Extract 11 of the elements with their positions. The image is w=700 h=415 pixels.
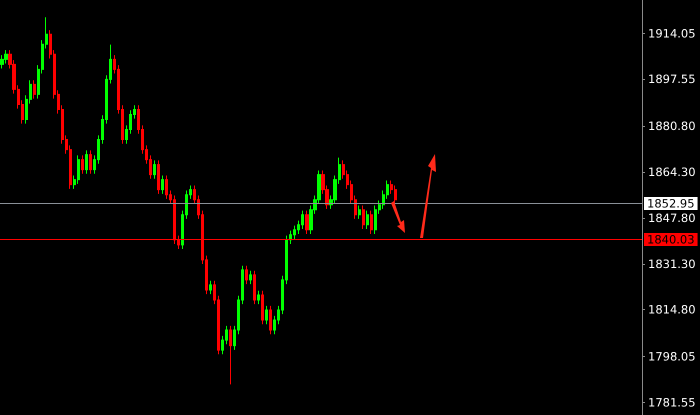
ref-line-label: 1852.95: [647, 196, 695, 210]
y-tick-label: 1864.30: [648, 164, 696, 179]
y-tick-label: 1897.55: [648, 72, 696, 86]
y-tick-label: 1798.05: [648, 349, 696, 364]
y-tick-label: 1847.80: [648, 210, 696, 225]
y-tick-label: 1880.80: [648, 118, 696, 133]
y-tick-label: 1781.55: [648, 395, 696, 410]
ref-line-label: 1840.03: [647, 232, 695, 246]
y-tick-label: 1914.05: [648, 26, 696, 40]
y-tick-label: 1814.80: [648, 302, 696, 317]
y-tick-label: 1831.30: [648, 256, 696, 271]
